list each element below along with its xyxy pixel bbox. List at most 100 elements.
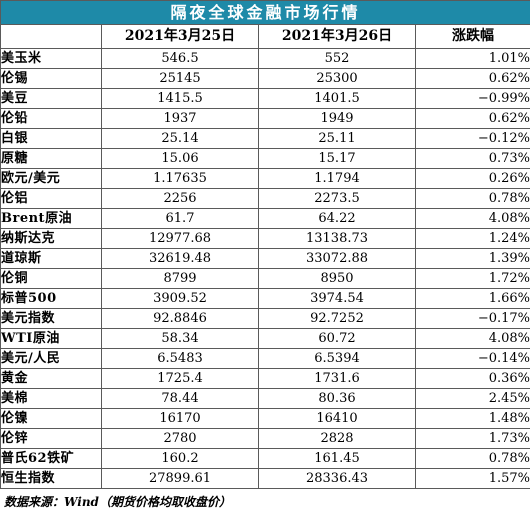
row-change: 1.72% — [414, 268, 530, 289]
row-value-day1: 546.5 — [101, 48, 259, 69]
row-name: WTI原油 — [0, 328, 102, 349]
row-name: 美棉 — [0, 388, 102, 409]
row-name: 伦镍 — [0, 408, 102, 429]
row-value-day2: 1401.5 — [258, 88, 416, 109]
header-date-1: 2021年3月25日 — [101, 24, 259, 49]
table-row: 欧元/美元 1.17635 1.1794 0.26% — [0, 168, 530, 189]
row-value-day2: 1731.6 — [258, 368, 416, 389]
row-name: 标普500 — [0, 288, 102, 309]
row-value-day1: 1415.5 — [101, 88, 259, 109]
row-name: 美元指数 — [0, 308, 102, 329]
row-value-day1: 1937 — [101, 108, 259, 129]
row-change: 0.26% — [414, 168, 530, 189]
row-name: 伦锡 — [0, 68, 102, 89]
row-name: 普氏62铁矿 — [0, 448, 102, 469]
table-row: 伦锌 2780 2828 1.73% — [0, 428, 530, 449]
row-value-day2: 2273.5 — [258, 188, 416, 209]
row-value-day1: 160.2 — [101, 448, 259, 469]
row-name: 白银 — [0, 128, 102, 149]
row-value-day2: 33072.88 — [258, 248, 416, 269]
row-name: 欧元/美元 — [0, 168, 102, 189]
table-row: 美豆 1415.5 1401.5 −0.99% — [0, 88, 530, 109]
table-row: 道琼斯 32619.48 33072.88 1.39% — [0, 248, 530, 269]
title-row: 隔夜全球金融市场行情 — [0, 0, 530, 25]
row-name: 伦铝 — [0, 188, 102, 209]
row-change: −0.99% — [414, 88, 530, 109]
table-row: 伦铜 8799 8950 1.72% — [0, 268, 530, 289]
row-change: 0.62% — [414, 108, 530, 129]
header-change: 涨跌幅 — [414, 24, 530, 49]
header-date-2: 2021年3月26日 — [258, 24, 416, 49]
table-row: 美元/人民 6.5483 6.5394 −0.14% — [0, 348, 530, 369]
table-row: Brent原油 61.7 64.22 4.08% — [0, 208, 530, 229]
row-value-day1: 15.06 — [101, 148, 259, 169]
row-value-day1: 1.17635 — [101, 168, 259, 189]
row-value-day1: 16170 — [101, 408, 259, 429]
row-value-day1: 25145 — [101, 68, 259, 89]
row-name: 黄金 — [0, 368, 102, 389]
source-note: 数据来源：Wind（期货价格均取收盘价） — [4, 495, 231, 509]
row-name: 美元/人民 — [0, 348, 102, 369]
row-name: 原糖 — [0, 148, 102, 169]
row-name: 道琼斯 — [0, 248, 102, 269]
table-row: 纳斯达克 12977.68 13138.73 1.24% — [0, 228, 530, 249]
row-value-day1: 58.34 — [101, 328, 259, 349]
row-value-day1: 6.5483 — [101, 348, 259, 369]
row-change: 1.73% — [414, 428, 530, 449]
row-change: 2.45% — [414, 388, 530, 409]
row-value-day1: 12977.68 — [101, 228, 259, 249]
row-value-day1: 1725.4 — [101, 368, 259, 389]
row-name: 恒生指数 — [0, 468, 102, 489]
row-value-day1: 78.44 — [101, 388, 259, 409]
row-change: 1.39% — [414, 248, 530, 269]
table-row: 美棉 78.44 80.36 2.45% — [0, 388, 530, 409]
row-change: −0.17% — [414, 308, 530, 329]
row-value-day2: 1949 — [258, 108, 416, 129]
row-name: 美豆 — [0, 88, 102, 109]
row-value-day2: 80.36 — [258, 388, 416, 409]
table-row: 美玉米 546.5 552 1.01% — [0, 48, 530, 69]
row-value-day1: 8799 — [101, 268, 259, 289]
row-value-day1: 3909.52 — [101, 288, 259, 309]
row-change: 0.36% — [414, 368, 530, 389]
row-value-day1: 2256 — [101, 188, 259, 209]
market-table: 隔夜全球金融市场行情 2021年3月25日 2021年3月26日 涨跌幅 美玉米… — [0, 0, 530, 489]
row-value-day2: 552 — [258, 48, 416, 69]
row-value-day2: 92.7252 — [258, 308, 416, 329]
table-row: 黄金 1725.4 1731.6 0.36% — [0, 368, 530, 389]
row-value-day2: 8950 — [258, 268, 416, 289]
table-row: 伦铅 1937 1949 0.62% — [0, 108, 530, 129]
row-change: 4.08% — [414, 328, 530, 349]
row-name: 纳斯达克 — [0, 228, 102, 249]
row-value-day2: 2828 — [258, 428, 416, 449]
row-change: 1.01% — [414, 48, 530, 69]
row-change: −0.14% — [414, 348, 530, 369]
header-row: 2021年3月25日 2021年3月26日 涨跌幅 — [0, 24, 530, 49]
row-name: 美玉米 — [0, 48, 102, 69]
table-row: 恒生指数 27899.61 28336.43 1.57% — [0, 468, 530, 489]
row-value-day2: 13138.73 — [258, 228, 416, 249]
row-change: 0.73% — [414, 148, 530, 169]
row-change: 0.78% — [414, 448, 530, 469]
row-change: 1.57% — [414, 468, 530, 489]
row-value-day2: 28336.43 — [258, 468, 416, 489]
row-change: 4.08% — [414, 208, 530, 229]
table-row: 白银 25.14 25.11 −0.12% — [0, 128, 530, 149]
table-row: 原糖 15.06 15.17 0.73% — [0, 148, 530, 169]
row-change: 0.62% — [414, 68, 530, 89]
row-value-day1: 25.14 — [101, 128, 259, 149]
row-value-day1: 61.7 — [101, 208, 259, 229]
row-value-day1: 32619.48 — [101, 248, 259, 269]
table-row: 美元指数 92.8846 92.7252 −0.17% — [0, 308, 530, 329]
header-name — [0, 24, 102, 49]
row-value-day2: 1.1794 — [258, 168, 416, 189]
row-value-day1: 2780 — [101, 428, 259, 449]
row-value-day2: 25300 — [258, 68, 416, 89]
row-value-day1: 27899.61 — [101, 468, 259, 489]
row-change: 1.24% — [414, 228, 530, 249]
table-row: 伦镍 16170 16410 1.48% — [0, 408, 530, 429]
row-change: 0.78% — [414, 188, 530, 209]
row-change: −0.12% — [414, 128, 530, 149]
row-name: 伦铜 — [0, 268, 102, 289]
row-change: 1.48% — [414, 408, 530, 429]
